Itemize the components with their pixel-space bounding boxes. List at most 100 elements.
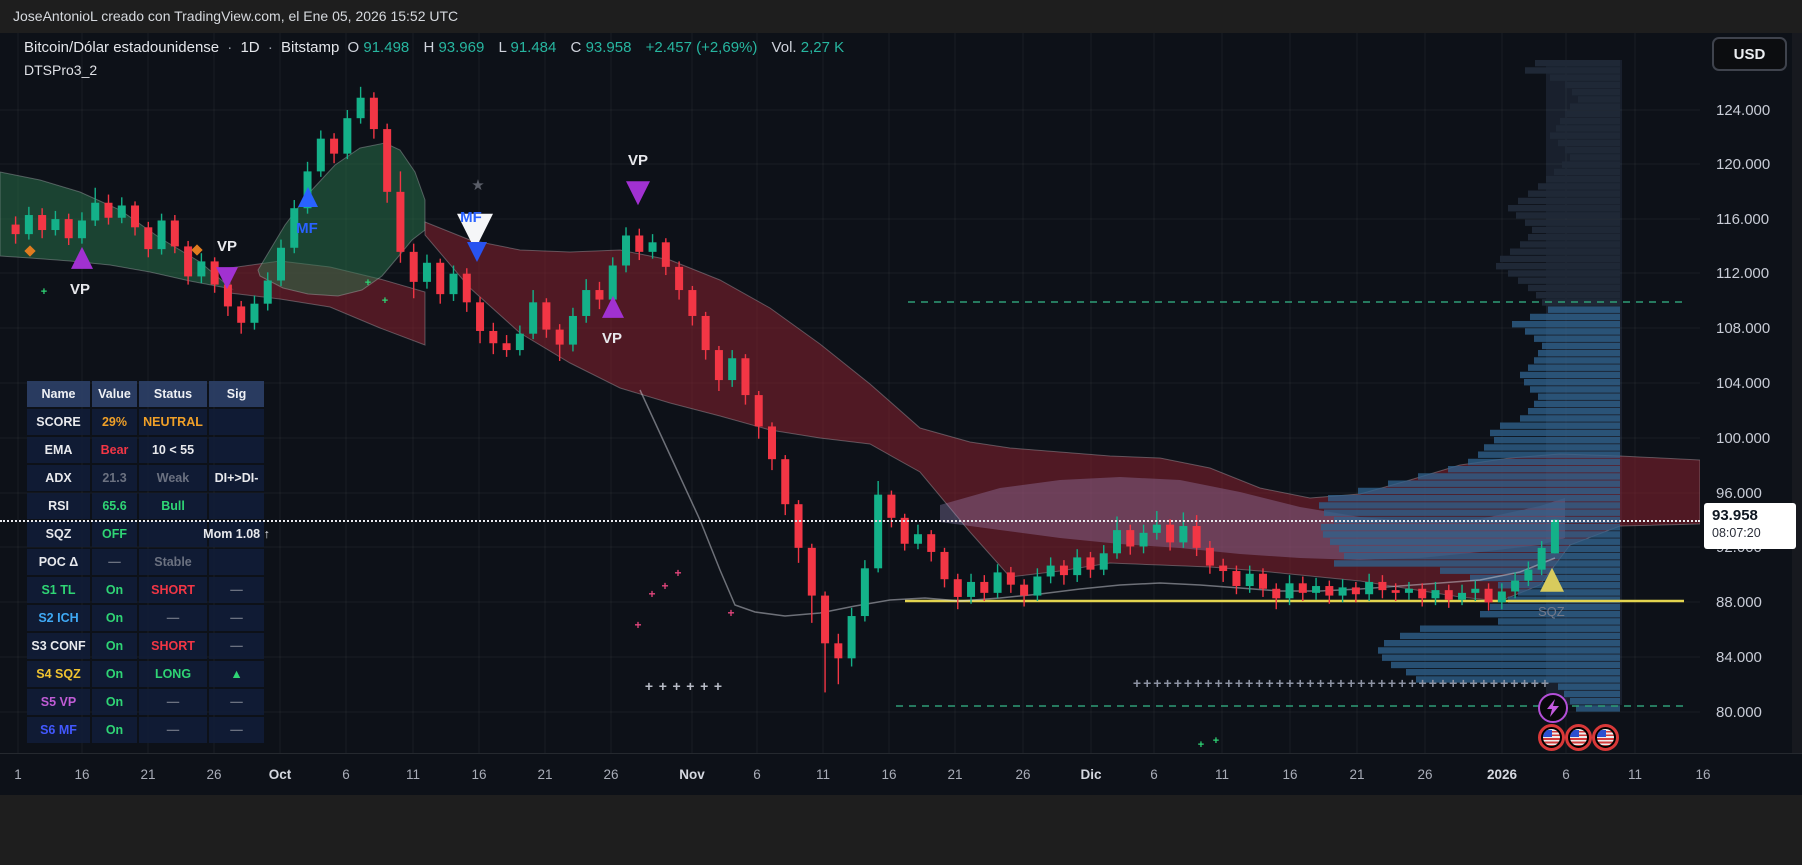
symbol-legend[interactable]: Bitcoin/Dólar estadounidense · 1D · Bits… bbox=[24, 39, 854, 56]
time-axis-label: 16 bbox=[471, 767, 487, 782]
attribution-bar: JoseAntonioL creado con TradingView.com,… bbox=[0, 0, 1802, 33]
table-cell bbox=[209, 409, 264, 435]
svg-text:+: + bbox=[714, 678, 722, 694]
close-value: 93.958 bbox=[585, 39, 632, 56]
time-axis-label: 16 bbox=[1282, 767, 1298, 782]
svg-text:+: + bbox=[1490, 675, 1498, 691]
us-flag-canton bbox=[1543, 730, 1552, 737]
svg-text:VP: VP bbox=[602, 330, 622, 347]
svg-text:+: + bbox=[1255, 675, 1263, 691]
time-axis-label: 16 bbox=[1695, 767, 1711, 782]
time-axis-label: 11 bbox=[815, 767, 831, 782]
countdown-timer: 08:07:20 bbox=[1712, 526, 1761, 540]
table-cell: S6 MF bbox=[27, 717, 90, 743]
table-cell: S4 SQZ bbox=[27, 661, 90, 687]
svg-text:+: + bbox=[1480, 675, 1488, 691]
table-cell: S2 ICH bbox=[27, 605, 90, 631]
time-axis-label: 16 bbox=[881, 767, 897, 782]
svg-text:+: + bbox=[1347, 675, 1355, 691]
open-label: O bbox=[347, 39, 360, 56]
time-axis-label: 11 bbox=[1214, 767, 1230, 782]
svg-text:+: + bbox=[1419, 675, 1427, 691]
us-flag-icon bbox=[1592, 724, 1619, 751]
table-cell bbox=[209, 437, 264, 463]
table-cell: RSI bbox=[27, 493, 90, 519]
high-label: H bbox=[423, 39, 435, 56]
time-axis-label: Nov bbox=[679, 767, 705, 782]
lightning-bolt-glyph bbox=[1547, 699, 1559, 717]
table-cell: On bbox=[92, 577, 137, 603]
svg-text:+: + bbox=[1357, 675, 1365, 691]
svg-text:VP: VP bbox=[217, 238, 237, 255]
svg-text:+: + bbox=[1235, 675, 1243, 691]
legend-separator: · bbox=[227, 39, 233, 56]
us-flag-canton bbox=[1570, 730, 1579, 737]
svg-text:+: + bbox=[1276, 675, 1284, 691]
price-axis-label: 104.000 bbox=[1716, 375, 1771, 392]
svg-text:+: + bbox=[700, 678, 708, 694]
svg-text:+: + bbox=[674, 566, 681, 580]
svg-text:+: + bbox=[1388, 675, 1396, 691]
symbol-name[interactable]: Bitcoin/Dólar estadounidense bbox=[24, 39, 220, 56]
indicator-name-label[interactable]: DTSPro3_2 bbox=[24, 62, 98, 78]
svg-text:+: + bbox=[1164, 675, 1172, 691]
exchange-label[interactable]: Bitstamp bbox=[281, 39, 340, 56]
time-axis-label: 26 bbox=[1015, 767, 1031, 782]
svg-text:+: + bbox=[1215, 675, 1223, 691]
table-cell bbox=[139, 521, 207, 547]
table-cell: On bbox=[92, 661, 137, 687]
svg-text:+: + bbox=[1296, 675, 1304, 691]
table-cell: On bbox=[92, 689, 137, 715]
svg-text:+: + bbox=[1408, 675, 1416, 691]
price-value: 93.958 bbox=[1712, 507, 1758, 524]
interval-label[interactable]: 1D bbox=[240, 39, 260, 56]
svg-text:+: + bbox=[634, 618, 641, 632]
svg-text:+: + bbox=[1317, 675, 1325, 691]
time-axis-label: 6 bbox=[753, 767, 761, 782]
svg-text:+: + bbox=[1184, 675, 1192, 691]
time-axis-label: 6 bbox=[342, 767, 350, 782]
table-cell: On bbox=[92, 717, 137, 743]
low-value: 91.484 bbox=[510, 39, 557, 56]
svg-text:+: + bbox=[41, 286, 47, 298]
svg-text:+: + bbox=[673, 678, 681, 694]
svg-text:+: + bbox=[648, 587, 655, 601]
indicator-status-table: Name Value Status Sig SCORE 29% NEUTRAL EMA Bear… bbox=[27, 381, 270, 743]
table-cell: NEUTRAL bbox=[139, 409, 207, 435]
lightning-icon bbox=[1538, 693, 1568, 723]
high-value: 93.969 bbox=[438, 39, 485, 56]
table-cell bbox=[209, 549, 264, 575]
time-axis-label: 26 bbox=[603, 767, 619, 782]
svg-text:+: + bbox=[1143, 675, 1151, 691]
time-axis-label: 11 bbox=[405, 767, 421, 782]
table-header-sig: Sig bbox=[209, 381, 264, 407]
price-axis-label: 112.000 bbox=[1716, 265, 1770, 282]
svg-text:+: + bbox=[686, 678, 694, 694]
table-cell: — bbox=[209, 577, 264, 603]
svg-text:+: + bbox=[661, 579, 668, 593]
time-axis-label: 2026 bbox=[1486, 767, 1518, 782]
time-axis-label: 21 bbox=[537, 767, 553, 782]
svg-text:★: ★ bbox=[471, 177, 484, 194]
time-axis[interactable]: 1 16 21 26 Oct 6 11 16 21 26 Nov 6 11 16 21 26 Dic 6 11 16 2… bbox=[0, 753, 1802, 796]
us-flag-stripes bbox=[1543, 729, 1560, 746]
table-cell: Mom 1.08 ↑ bbox=[203, 521, 270, 547]
table-cell: 65.6 bbox=[92, 493, 137, 519]
svg-text:MF: MF bbox=[460, 209, 482, 226]
table-cell: S1 TL bbox=[27, 577, 90, 603]
svg-text:+: + bbox=[1541, 675, 1549, 691]
us-flag-stripes bbox=[1597, 729, 1614, 746]
svg-text:+: + bbox=[382, 295, 388, 307]
currency-toggle-button[interactable]: USD bbox=[1712, 37, 1787, 71]
svg-text:+: + bbox=[659, 678, 667, 694]
us-flag-stripes bbox=[1570, 729, 1587, 746]
current-price-label: 93.958 08:07:20 bbox=[1704, 503, 1796, 549]
price-chart-canvas[interactable]: + + + + + + + + + + + + + + + + + + + + + + + + + + + + + + + + + + + + + + + +… bbox=[0, 33, 1802, 753]
time-axis-label: 21 bbox=[947, 767, 963, 782]
table-cell: EMA bbox=[27, 437, 90, 463]
table-cell: — bbox=[209, 689, 264, 715]
us-flag-icon bbox=[1538, 724, 1565, 751]
table-cell: — bbox=[209, 633, 264, 659]
svg-text:+: + bbox=[1245, 675, 1253, 691]
